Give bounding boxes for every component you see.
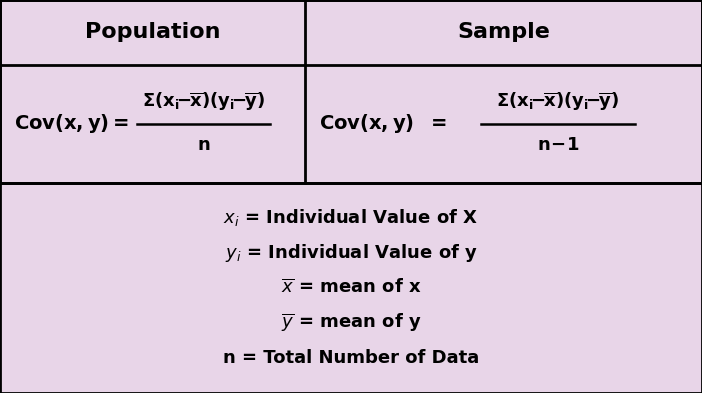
- Text: $\mathbf{Cov(x,y)\ \ =}$: $\mathbf{Cov(x,y)\ \ =}$: [319, 112, 447, 135]
- Text: $\overline{x}$ = mean of x: $\overline{x}$ = mean of x: [281, 279, 421, 297]
- Text: $\mathbf{\Sigma(x_i \!\!-\!\! \overline{x})(y_i \!\!-\!\! \overline{y})}$: $\mathbf{\Sigma(x_i \!\!-\!\! \overline{…: [496, 91, 620, 114]
- Text: $y_i$ = Individual Value of y: $y_i$ = Individual Value of y: [225, 242, 477, 264]
- Bar: [0, 0, 702, 183]
- Text: Population: Population: [85, 22, 220, 42]
- Text: $\mathbf{\Sigma(x_i \!\!-\!\! \overline{x})(y_i \!\!-\!\! \overline{y})}$: $\mathbf{\Sigma(x_i \!\!-\!\! \overline{…: [142, 91, 265, 114]
- Text: $x_i$ = Individual Value of X: $x_i$ = Individual Value of X: [223, 207, 479, 228]
- Text: $\mathbf{n\!-\!1}$: $\mathbf{n\!-\!1}$: [537, 136, 579, 154]
- Text: n = Total Number of Data: n = Total Number of Data: [223, 349, 479, 367]
- Text: Sample: Sample: [457, 22, 550, 42]
- Text: $\mathbf{Cov(x,y) =}$: $\mathbf{Cov(x,y) =}$: [14, 112, 129, 135]
- Text: $\overline{y}$ = mean of y: $\overline{y}$ = mean of y: [281, 312, 421, 334]
- Text: $\mathbf{n}$: $\mathbf{n}$: [197, 136, 211, 154]
